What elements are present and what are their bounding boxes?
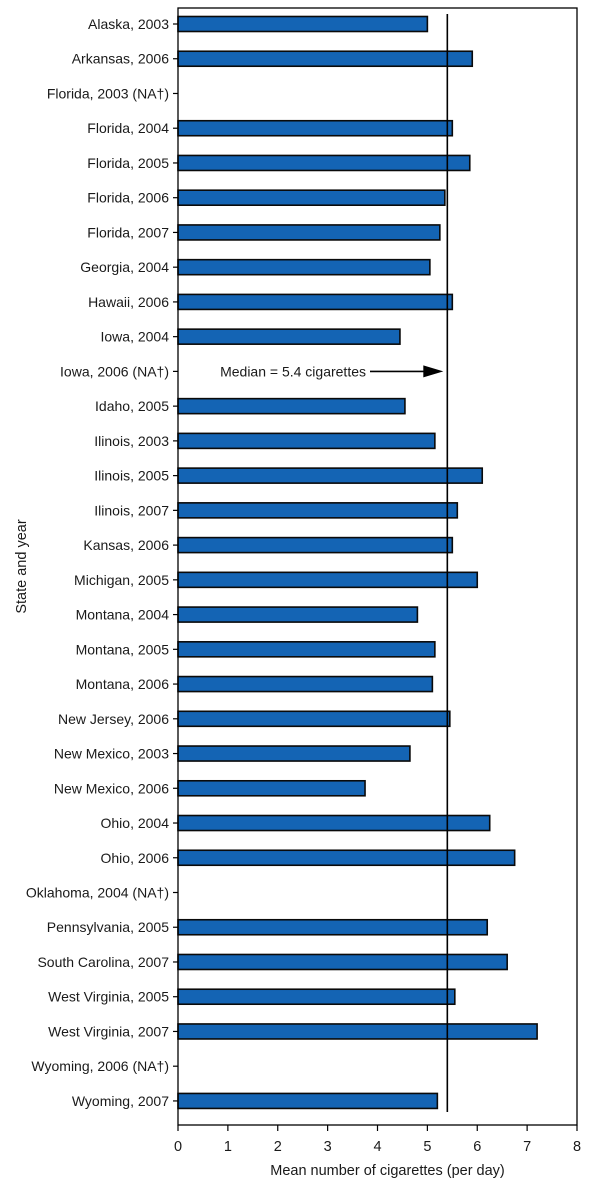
category-label: Florida, 2007 <box>87 224 169 240</box>
bar <box>177 536 454 554</box>
category-label: Wyoming, 2007 <box>72 1093 169 1109</box>
category-label: Florida, 2005 <box>87 155 169 171</box>
category-label: Montana, 2006 <box>76 676 170 692</box>
bar <box>177 258 431 276</box>
bar <box>177 918 489 936</box>
bar <box>177 154 471 172</box>
bar <box>177 675 434 693</box>
category-label: Hawaii, 2006 <box>88 294 169 310</box>
category-label: Idaho, 2005 <box>95 398 169 414</box>
category-label: Florida, 2006 <box>87 190 169 206</box>
x-tick-label: 3 <box>324 1139 332 1155</box>
category-label: New Jersey, 2006 <box>58 711 169 727</box>
median-arrow-head <box>423 365 444 378</box>
bar <box>177 397 406 415</box>
bar <box>177 849 516 867</box>
bar <box>177 432 436 450</box>
category-label: Georgia, 2004 <box>80 259 169 275</box>
y-axis-title: State and year <box>14 519 30 613</box>
category-label: Ilinois, 2007 <box>94 502 169 518</box>
category-label: Ilinois, 2005 <box>94 468 169 484</box>
x-tick-label: 7 <box>523 1139 531 1155</box>
x-tick-label: 5 <box>423 1139 431 1155</box>
x-tick-label: 4 <box>373 1139 381 1155</box>
bar <box>177 571 479 589</box>
x-tick-label: 0 <box>174 1139 182 1155</box>
bar <box>177 224 441 241</box>
category-label: Montana, 2005 <box>76 641 170 657</box>
x-ticks-group: 0 1 2 3 4 5 6 7 8 <box>174 1125 581 1155</box>
bars-group <box>177 15 538 1110</box>
bar <box>177 606 419 623</box>
bar <box>177 189 446 206</box>
category-label: Pennsylvania, 2005 <box>47 919 169 935</box>
x-tick-label: 1 <box>224 1139 232 1155</box>
bar <box>177 641 436 658</box>
bar <box>177 50 474 68</box>
bar <box>177 953 508 971</box>
bar <box>177 1092 439 1110</box>
bar <box>177 779 366 797</box>
bar <box>177 988 456 1006</box>
category-label: Ohio, 2004 <box>101 815 170 831</box>
x-axis-title: Mean number of cigarettes (per day) <box>270 1163 505 1179</box>
x-tick-label: 2 <box>274 1139 282 1155</box>
category-label: Montana, 2004 <box>76 607 170 623</box>
bar <box>177 328 401 345</box>
category-label: Ilinois, 2003 <box>94 433 169 449</box>
x-tick-label: 8 <box>573 1139 581 1155</box>
category-label: Alaska, 2003 <box>88 16 169 32</box>
category-label: Michigan, 2005 <box>74 572 169 588</box>
category-labels-group: Alaska, 2003 Arkansas, 2006 Florida, 2003 … <box>26 16 178 1109</box>
category-label: West Virginia, 2005 <box>48 989 169 1005</box>
category-label: Iowa, 2004 <box>101 329 170 345</box>
category-label: Ohio, 2006 <box>101 850 170 866</box>
median-label: Median = 5.4 cigarettes <box>220 363 366 379</box>
category-label: New Mexico, 2006 <box>54 780 169 796</box>
bar <box>177 467 484 484</box>
bar <box>177 293 454 311</box>
median-arrow <box>370 365 444 378</box>
bar <box>177 119 454 137</box>
category-label: Arkansas, 2006 <box>72 51 169 67</box>
category-label: Florida, 2004 <box>87 120 169 136</box>
category-label: West Virginia, 2007 <box>48 1023 169 1039</box>
category-label: Oklahoma, 2004 (NA†) <box>26 885 169 901</box>
category-label: Florida, 2003 (NA†) <box>47 85 169 101</box>
bar <box>177 15 429 33</box>
bar <box>177 710 451 728</box>
bar <box>177 745 411 762</box>
bar <box>177 502 459 519</box>
category-label: South Carolina, 2007 <box>37 954 169 970</box>
bar <box>177 1023 538 1040</box>
category-label: Iowa, 2006 (NA†) <box>60 363 169 379</box>
category-label: Wyoming, 2006 (NA†) <box>31 1058 169 1074</box>
x-tick-label: 6 <box>473 1139 481 1155</box>
bar <box>177 814 491 832</box>
category-label: Kansas, 2006 <box>83 537 169 553</box>
category-label: New Mexico, 2003 <box>54 746 169 762</box>
